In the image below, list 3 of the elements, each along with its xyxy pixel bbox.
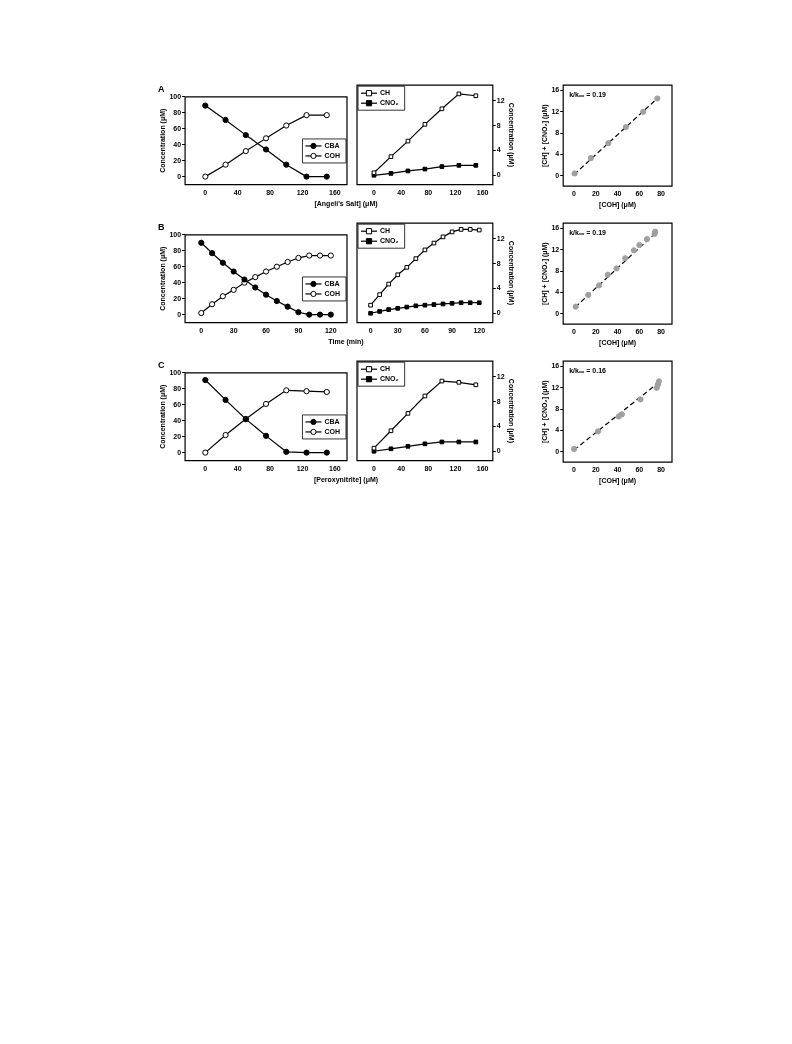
chart-title: B [158,221,165,232]
chart-title: A [158,83,165,94]
chart-title: C [158,359,165,370]
